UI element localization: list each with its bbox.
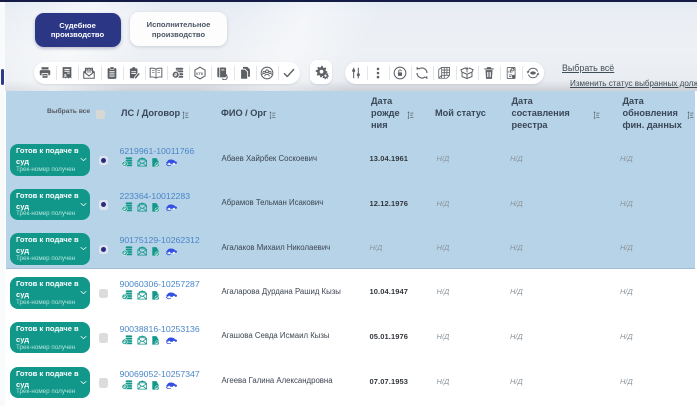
svg-text:₽: ₽ — [123, 294, 126, 299]
svg-text:₽: ₽ — [123, 161, 126, 166]
svg-text:₽: ₽ — [174, 73, 178, 78]
svg-text:КТК: КТК — [196, 72, 204, 76]
svg-text:₽: ₽ — [123, 384, 126, 389]
svg-text:$: $ — [64, 73, 67, 78]
svg-text:₽: ₽ — [123, 250, 126, 255]
svg-text:₽: ₽ — [123, 339, 126, 344]
svg-text:₽: ₽ — [123, 206, 126, 211]
